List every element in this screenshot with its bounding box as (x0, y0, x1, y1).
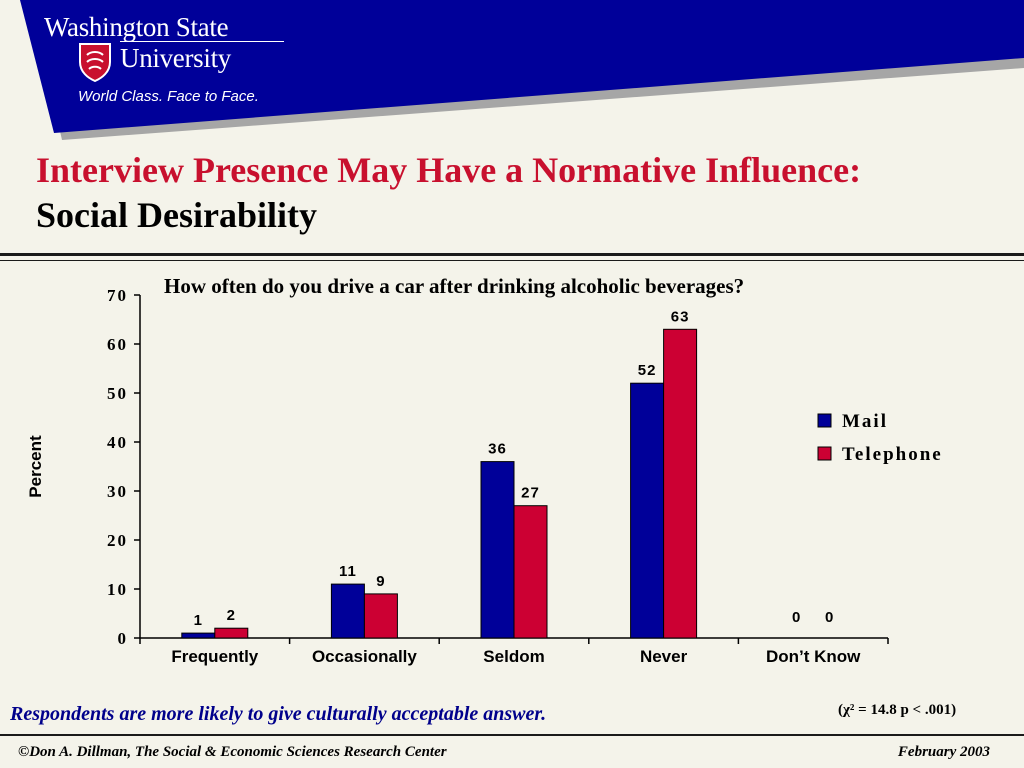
data-label: 2 (227, 607, 236, 624)
banner-shape (20, 0, 1024, 133)
bar-mail (181, 632, 216, 639)
y-tick-label: 40 (107, 433, 128, 452)
chart-bars: 1 2 11 9 36 27 52 63 0 0 (181, 308, 834, 639)
bar-mail (330, 583, 365, 639)
bar-telephone (513, 505, 548, 639)
y-tick-label: 60 (107, 335, 128, 354)
university-shield-icon (79, 43, 111, 82)
footer-credit: ©Don A. Dillman, The Social & Economic S… (18, 744, 447, 760)
logo-divider (120, 41, 284, 42)
data-label: 63 (671, 308, 690, 325)
bar-mail (630, 382, 665, 639)
slide-title: Interview Presence May Have a Normative … (36, 148, 936, 238)
y-tick-label: 10 (107, 580, 128, 599)
x-tick-label: Don’t Know (766, 647, 861, 666)
bar-telephone (363, 593, 398, 639)
legend-label-mail: Mail (842, 411, 888, 432)
title-divider-thick (0, 253, 1024, 256)
data-label: 27 (521, 485, 540, 502)
data-label: 9 (376, 573, 385, 590)
y-tick-label: 70 (107, 286, 128, 305)
data-label: 0 (825, 609, 834, 626)
university-tagline: World Class. Face to Face. (78, 88, 259, 105)
data-label: 36 (488, 441, 507, 458)
data-label: 0 (792, 609, 801, 626)
slide-title-black: Social Desirability (36, 195, 317, 235)
y-tick-label: 50 (107, 384, 128, 403)
title-divider-thin (0, 260, 1024, 261)
y-tick-label: 20 (107, 531, 128, 550)
legend-swatch-mail (817, 413, 832, 428)
x-tick-label: Frequently (171, 647, 258, 666)
slide-note: Respondents are more likely to give cult… (10, 703, 547, 725)
footer-date: February 2003 (897, 744, 990, 760)
footer-divider (0, 734, 1024, 736)
x-tick-label: Occasionally (312, 647, 417, 666)
x-tick-label: Seldom (483, 647, 544, 666)
x-tick-label: Never (640, 647, 688, 666)
y-tick-label: 0 (118, 629, 129, 648)
logo-text-university: University (120, 43, 231, 73)
slide-title-red: Interview Presence May Have a Normative … (36, 150, 862, 190)
data-label: 52 (638, 362, 657, 379)
legend-label-telephone: Telephone (842, 444, 943, 465)
chart-legend: Mail Telephone (817, 411, 943, 465)
y-axis-label: Percent (26, 435, 45, 498)
legend-swatch-telephone (817, 446, 832, 461)
bar-telephone (214, 627, 249, 639)
chart-question: How often do you drive a car after drink… (164, 274, 745, 298)
chi-square-statistic: (χ² = 14.8 p < .001) (838, 702, 957, 718)
y-tick-label: 30 (107, 482, 128, 501)
data-label: 1 (194, 612, 203, 629)
data-label: 11 (339, 563, 357, 580)
bar-telephone (663, 328, 698, 639)
header-banner (20, 0, 1024, 140)
bar-mail (480, 461, 515, 639)
logo-text-washington-state: Washington State (44, 12, 229, 42)
